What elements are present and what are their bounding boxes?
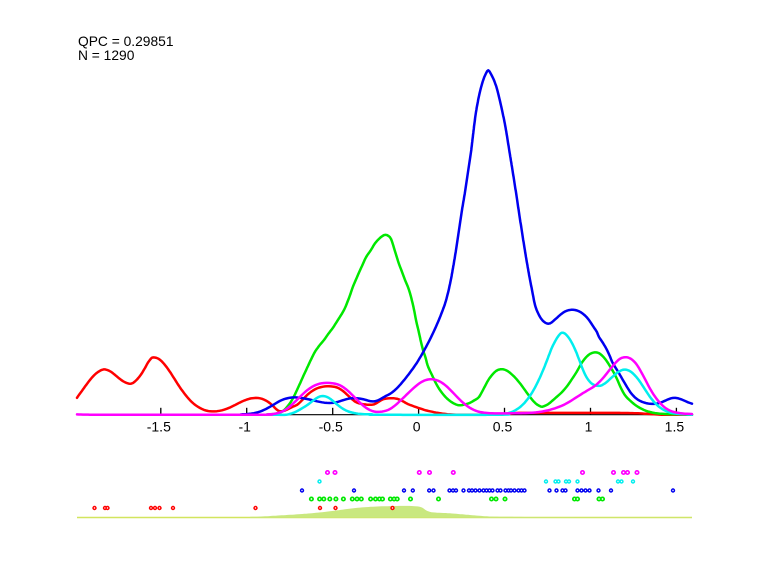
svg-text:-0.5: -0.5 [319,419,343,435]
svg-text:-1: -1 [238,419,251,435]
svg-text:1.5: 1.5 [665,419,685,435]
svg-text:0.5: 0.5 [493,419,513,435]
svg-text:0: 0 [413,419,421,435]
svg-text:N = 1290: N = 1290 [78,48,135,63]
svg-text:-1.5: -1.5 [147,419,171,435]
svg-text:QPC = 0.29851: QPC = 0.29851 [78,34,174,49]
svg-text:1: 1 [585,419,593,435]
